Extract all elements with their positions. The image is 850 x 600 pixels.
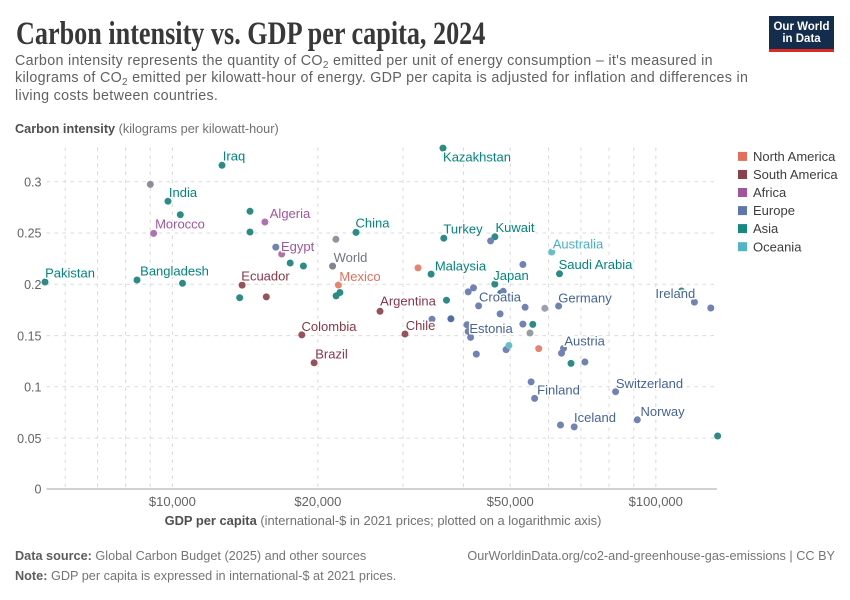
- svg-text:Austria: Austria: [564, 334, 605, 349]
- svg-text:0.25: 0.25: [17, 227, 41, 241]
- svg-text:Australia: Australia: [553, 237, 604, 252]
- svg-text:Saudi Arabia: Saudi Arabia: [559, 257, 633, 272]
- svg-text:Morocco: Morocco: [155, 217, 205, 232]
- svg-text:South America: South America: [753, 167, 838, 182]
- svg-text:0.1: 0.1: [24, 381, 41, 395]
- svg-text:Africa: Africa: [753, 185, 787, 200]
- svg-text:Argentina: Argentina: [380, 294, 436, 309]
- svg-text:Algeria: Algeria: [270, 206, 311, 221]
- svg-text:Turkey: Turkey: [443, 221, 483, 236]
- svg-text:Egypt: Egypt: [281, 239, 315, 254]
- svg-text:0.05: 0.05: [17, 432, 41, 446]
- svg-text:Colombia: Colombia: [302, 319, 358, 334]
- svg-text:Ireland: Ireland: [655, 286, 695, 301]
- svg-text:Germany: Germany: [558, 290, 612, 305]
- svg-text:Asia: Asia: [753, 221, 779, 236]
- svg-text:Switzerland: Switzerland: [616, 376, 683, 391]
- svg-text:China: China: [356, 215, 391, 230]
- svg-text:Iceland: Iceland: [574, 410, 616, 425]
- svg-text:Kuwait: Kuwait: [495, 220, 534, 235]
- svg-text:$10,000: $10,000: [149, 494, 196, 509]
- svg-text:0.15: 0.15: [17, 329, 41, 343]
- svg-text:Pakistan: Pakistan: [45, 265, 95, 280]
- svg-text:Brazil: Brazil: [315, 346, 348, 361]
- svg-text:Bangladesh: Bangladesh: [140, 263, 209, 278]
- svg-text:Norway: Norway: [641, 404, 686, 419]
- svg-text:$20,000: $20,000: [294, 494, 341, 509]
- svg-text:Japan: Japan: [493, 268, 528, 283]
- svg-text:North America: North America: [753, 149, 836, 164]
- svg-text:World: World: [334, 250, 368, 265]
- svg-text:Finland: Finland: [537, 383, 580, 398]
- svg-text:0: 0: [35, 482, 42, 496]
- svg-text:Croatia: Croatia: [479, 290, 522, 305]
- svg-text:Kazakhstan: Kazakhstan: [443, 150, 511, 165]
- svg-text:$50,000: $50,000: [487, 494, 534, 509]
- svg-text:0.2: 0.2: [24, 278, 41, 292]
- svg-text:Malaysia: Malaysia: [435, 259, 487, 274]
- svg-text:Iraq: Iraq: [223, 149, 245, 164]
- svg-text:Oceania: Oceania: [753, 239, 802, 254]
- svg-text:0.3: 0.3: [24, 176, 41, 190]
- svg-text:India: India: [169, 185, 198, 200]
- svg-text:Estonia: Estonia: [469, 321, 513, 336]
- svg-text:$100,000: $100,000: [629, 494, 683, 509]
- svg-text:Chile: Chile: [406, 318, 436, 333]
- svg-text:Mexico: Mexico: [339, 269, 380, 284]
- svg-text:Ecuador: Ecuador: [241, 269, 290, 284]
- svg-text:Europe: Europe: [753, 203, 795, 218]
